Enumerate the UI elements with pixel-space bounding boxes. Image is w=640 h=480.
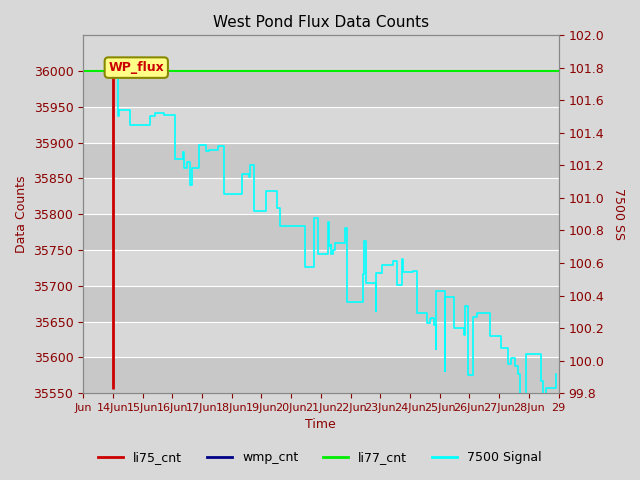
Bar — [83, 214, 559, 250]
Title: West Pond Flux Data Counts: West Pond Flux Data Counts — [212, 15, 429, 30]
Bar — [83, 250, 559, 286]
Y-axis label: Data Counts: Data Counts — [15, 176, 28, 253]
Bar — [83, 357, 559, 393]
Bar — [83, 107, 559, 143]
Y-axis label: 7500 SS: 7500 SS — [612, 188, 625, 240]
Bar — [83, 286, 559, 322]
Legend: li75_cnt, wmp_cnt, li77_cnt, 7500 Signal: li75_cnt, wmp_cnt, li77_cnt, 7500 Signal — [93, 446, 547, 469]
Bar — [83, 143, 559, 179]
Bar — [83, 71, 559, 107]
Bar — [83, 179, 559, 214]
X-axis label: Time: Time — [305, 419, 336, 432]
Text: WP_flux: WP_flux — [108, 61, 164, 74]
Bar — [83, 322, 559, 357]
